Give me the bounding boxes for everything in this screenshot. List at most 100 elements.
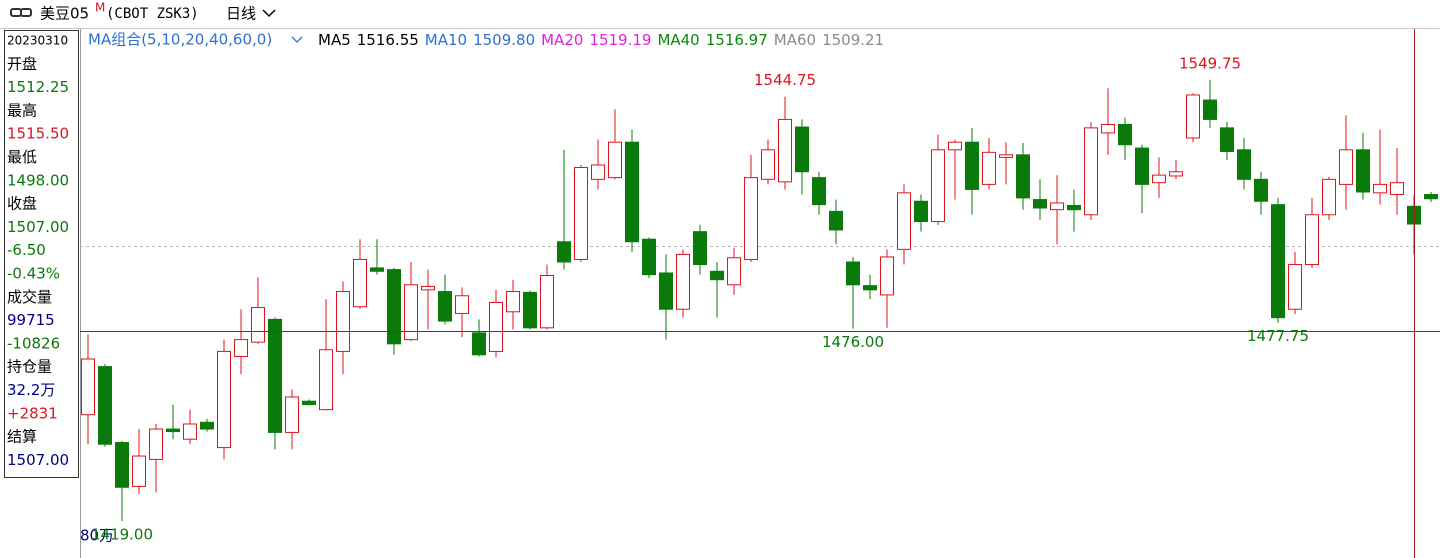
candle-body [642, 238, 656, 276]
candle-body [1016, 154, 1030, 199]
candle-body [523, 291, 537, 329]
info-row: 1507.00 [7, 218, 69, 236]
candle-body [1118, 123, 1132, 146]
candle-body [608, 141, 622, 179]
candle-body [1237, 149, 1251, 180]
link-icon[interactable] [10, 8, 32, 17]
info-row: 1512.25 [7, 78, 69, 96]
candle-body [1101, 123, 1115, 134]
candle-body [132, 455, 146, 487]
ma-value: 1509.21 [822, 31, 884, 49]
candle-body [1135, 147, 1149, 185]
info-row: 99715 [7, 311, 55, 329]
info-row: 成交量 [7, 288, 52, 306]
candle-body [965, 141, 979, 190]
info-row: 32.2万 [7, 381, 55, 399]
candle-body [744, 177, 758, 260]
ma-name: MA60 [774, 31, 816, 49]
candle-body [1254, 178, 1268, 202]
candle-body [1390, 182, 1404, 196]
symbol[interactable]: 美豆05 [40, 5, 89, 23]
info-panel [4, 30, 79, 478]
ma-legend-item: MA60 1509.21 [774, 31, 884, 49]
candle-body [863, 285, 877, 291]
candle-body [1033, 199, 1047, 209]
ma-legend-title[interactable]: MA组合(5,10,20,40,60,0) [88, 31, 272, 49]
candle-body [81, 358, 95, 416]
candle-body [370, 267, 384, 272]
candle-body [1288, 264, 1302, 310]
candle-body [880, 256, 894, 296]
candle-body [98, 366, 112, 445]
chevron [262, 9, 276, 18]
candle-body [1220, 127, 1234, 152]
ma-name: MA40 [657, 31, 699, 49]
ma-legend-item: MA10 1509.80 [425, 31, 535, 49]
candle-body [506, 291, 520, 313]
ma-legend-item: MA20 1519.19 [541, 31, 651, 49]
volume-axis-label: 80万 [80, 527, 114, 545]
candle-body [931, 149, 945, 223]
candle-body [846, 261, 860, 286]
candle-body [1050, 202, 1064, 211]
candle-body [200, 421, 214, 430]
candle-body [404, 284, 418, 341]
candle-body [1339, 149, 1353, 185]
candle-body [727, 257, 741, 286]
candle-body [166, 428, 180, 433]
info-row: 结算 [7, 428, 37, 446]
price-label: 1477.75 [1247, 327, 1309, 345]
candle-body [336, 291, 350, 352]
ma-legend-item: MA40 1516.97 [657, 31, 767, 49]
ma-legend-item: MA5 1516.55 [318, 31, 419, 49]
price-label: 1549.75 [1179, 54, 1241, 72]
candle-body [1305, 214, 1319, 266]
candle-body [268, 318, 282, 433]
info-row: 最高 [7, 101, 37, 119]
candle-body [302, 400, 316, 406]
candle-body [795, 126, 809, 173]
candle-body [1271, 204, 1285, 319]
ma-value: 1509.80 [473, 31, 535, 49]
candles [81, 79, 1438, 522]
ma-value: 1519.19 [589, 31, 651, 49]
price-label: 1419.00 [91, 526, 153, 544]
candle-body [591, 164, 605, 180]
candle-body [251, 307, 265, 343]
info-row: 收盘 [7, 195, 37, 213]
symbol-code: (CBOT ZSK3) [106, 6, 199, 22]
candle-body [387, 269, 401, 345]
candle-body [285, 396, 299, 433]
info-row: 20230310 [7, 34, 68, 48]
icon-part [20, 8, 32, 17]
candle-body [1203, 99, 1217, 120]
candle-body [1356, 149, 1370, 193]
period-selector[interactable]: 日线 [226, 5, 256, 23]
ma-legend: MA5 1516.55 MA10 1509.80 MA20 1519.19 MA40 1516… [318, 31, 884, 49]
candle-body [217, 350, 231, 449]
info-row: -6.50 [7, 241, 46, 259]
candle-body [676, 253, 690, 310]
candle-body [948, 141, 962, 151]
price-label: 1476.00 [822, 333, 884, 351]
candle-body [353, 258, 367, 308]
candle-body [149, 428, 163, 460]
info-row: -10826 [7, 334, 60, 352]
candle-body [829, 210, 843, 231]
info-row: 1507.00 [7, 451, 69, 469]
candle-body [982, 151, 996, 185]
candle-body [1373, 183, 1387, 194]
candle-body [1424, 194, 1438, 200]
chevron [291, 36, 303, 43]
candle-body [557, 241, 571, 263]
symbol-sup: M [95, 1, 105, 15]
candle-body [421, 285, 435, 291]
candle-body [914, 200, 928, 223]
candle-body [1186, 94, 1200, 139]
candle-body [1169, 171, 1183, 177]
ma-value: 1516.97 [706, 31, 768, 49]
candle-body [319, 349, 333, 411]
info-row: 持仓量 [7, 358, 52, 376]
candle-body [1067, 204, 1081, 211]
candle-body [812, 177, 826, 206]
